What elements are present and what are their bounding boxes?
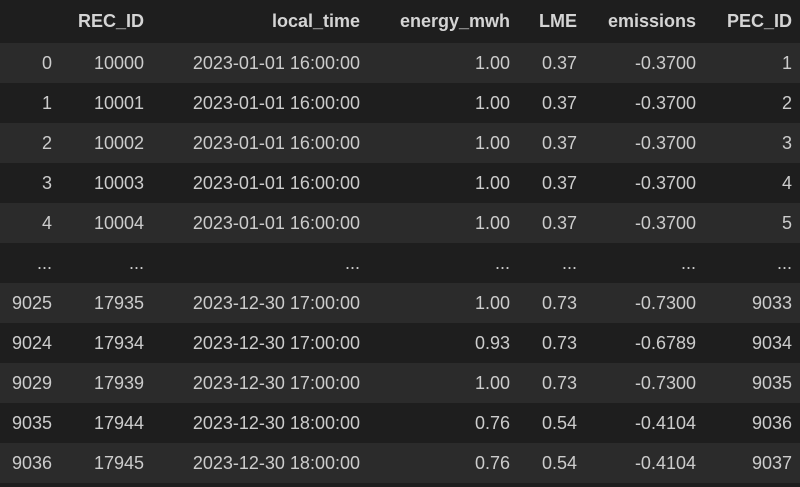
- energy-mwh-cell: 0.76: [474, 412, 510, 433]
- lme-cell: 0.54: [541, 412, 577, 433]
- row-index: ...: [36, 252, 52, 273]
- lme-cell: 0.73: [541, 372, 577, 393]
- emissions-cell: -0.6789: [634, 332, 696, 353]
- rec-id-cell: 10004: [93, 212, 144, 233]
- emissions-cell: -0.7300: [634, 372, 696, 393]
- row-index: 9024: [11, 332, 52, 353]
- energy-mwh-cell: 1.00: [474, 292, 510, 313]
- local-time-cell: 2023-12-30 17:00:00: [192, 372, 360, 393]
- energy-mwh-cell: 0.93: [474, 332, 510, 353]
- rec-id-cell: 17935: [93, 292, 144, 313]
- local-time-cell: ...: [344, 252, 360, 273]
- energy-mwh-cell: 0.76: [474, 452, 510, 473]
- pec-id-cell: 9035: [751, 372, 792, 393]
- rec-id-cell: 10001: [93, 92, 144, 113]
- row-index: 9025: [11, 292, 52, 313]
- local-time-cell: 2023-12-30 17:00:00: [192, 292, 360, 313]
- pec-id-cell: ...: [776, 252, 792, 273]
- pec-id-cell: 3: [781, 132, 792, 153]
- column-header-lme: LME: [539, 11, 577, 31]
- row-index: 9036: [11, 452, 52, 473]
- local-time-cell: 2023-01-01 16:00:00: [192, 212, 360, 233]
- rec-id-cell: 10003: [93, 172, 144, 193]
- lme-cell: 0.73: [541, 292, 577, 313]
- column-header-pec-id: PEC_ID: [726, 11, 792, 31]
- rec-id-cell: 10002: [93, 132, 144, 153]
- lme-cell: 0.37: [541, 52, 577, 73]
- lme-cell: 0.37: [541, 92, 577, 113]
- pec-id-cell: 1: [781, 52, 792, 73]
- pec-id-cell: 5: [781, 212, 792, 233]
- emissions-cell: -0.3700: [634, 172, 696, 193]
- table-row: 2 10002 2023-01-01 16:00:00 1.00 0.37 -0.3700…: [0, 123, 800, 163]
- pec-id-cell: 9034: [751, 332, 792, 353]
- table-row: .....................: [0, 243, 800, 283]
- local-time-cell: 2023-01-01 16:00:00: [192, 92, 360, 113]
- energy-mwh-cell: 1.00: [474, 172, 510, 193]
- local-time-cell: 2023-12-30 18:00:00: [192, 412, 360, 433]
- column-header-emissions: emissions: [607, 11, 696, 31]
- pec-id-cell: 9036: [751, 412, 792, 433]
- row-index: 2: [41, 132, 52, 153]
- pec-id-cell: 2: [781, 92, 792, 113]
- rec-id-cell: 17945: [93, 452, 144, 473]
- lme-cell: 0.73: [541, 332, 577, 353]
- energy-mwh-cell: ...: [494, 252, 510, 273]
- column-header-local-time: local_time: [271, 11, 360, 31]
- index-header: [0, 0, 60, 43]
- local-time-cell: 2023-01-01 16:00:00: [192, 172, 360, 193]
- rec-id-cell: 10000: [93, 52, 144, 73]
- emissions-cell: -0.7300: [634, 292, 696, 313]
- emissions-cell: -0.3700: [634, 92, 696, 113]
- emissions-cell: ...: [680, 252, 696, 273]
- local-time-cell: 2023-01-01 16:00:00: [192, 132, 360, 153]
- emissions-cell: -0.3700: [634, 132, 696, 153]
- energy-mwh-cell: 1.00: [474, 92, 510, 113]
- table-row: 1 10001 2023-01-01 16:00:00 1.00 0.37 -0.3700…: [0, 83, 800, 123]
- table-header: REC_ID local_time energy_mwh LME emissio…: [0, 0, 800, 43]
- row-index: 0: [41, 52, 52, 73]
- emissions-cell: -0.3700: [634, 52, 696, 73]
- local-time-cell: 2023-12-30 18:00:00: [192, 452, 360, 473]
- energy-mwh-cell: 1.00: [474, 212, 510, 233]
- pec-id-cell: 9037: [751, 452, 792, 473]
- emissions-cell: -0.4104: [634, 412, 696, 433]
- lme-cell: 0.37: [541, 212, 577, 233]
- local-time-cell: 2023-12-30 17:00:00: [192, 332, 360, 353]
- energy-mwh-cell: 1.00: [474, 372, 510, 393]
- row-index: 9035: [11, 412, 52, 433]
- emissions-cell: -0.4104: [634, 452, 696, 473]
- energy-mwh-cell: 1.00: [474, 132, 510, 153]
- table-row: 9036 17945 2023-12-30 18:00:00 0.76 0.54 -0.4…: [0, 443, 800, 483]
- column-header-energy-mwh: energy_mwh: [399, 11, 510, 31]
- rec-id-cell: 17944: [93, 412, 144, 433]
- table-row: 9025 17935 2023-12-30 17:00:00 1.00 0.73 -0.7…: [0, 283, 800, 323]
- pec-id-cell: 9033: [751, 292, 792, 313]
- emissions-cell: -0.3700: [634, 212, 696, 233]
- pec-id-cell: 4: [781, 172, 792, 193]
- row-index: 3: [41, 172, 52, 193]
- table-row: 9035 17944 2023-12-30 18:00:00 0.76 0.54 -0.4…: [0, 403, 800, 443]
- rec-id-cell: 17934: [93, 332, 144, 353]
- table-row: 0 10000 2023-01-01 16:00:00 1.00 0.37 -0.3700…: [0, 43, 800, 83]
- row-index: 9029: [11, 372, 52, 393]
- column-header-rec-id: REC_ID: [77, 11, 144, 31]
- table-row: 4 10004 2023-01-01 16:00:00 1.00 0.37 -0.3700…: [0, 203, 800, 243]
- energy-mwh-cell: 1.00: [474, 52, 510, 73]
- table-row: 9029 17939 2023-12-30 17:00:00 1.00 0.73 -0.7…: [0, 363, 800, 403]
- row-index: 1: [41, 92, 52, 113]
- header-row: REC_ID local_time energy_mwh LME emissio…: [0, 0, 800, 43]
- lme-cell: 0.37: [541, 172, 577, 193]
- lme-cell: 0.37: [541, 132, 577, 153]
- local-time-cell: 2023-01-01 16:00:00: [192, 52, 360, 73]
- lme-cell: ...: [561, 252, 577, 273]
- row-index: 4: [41, 212, 52, 233]
- table-body: 0 10000 2023-01-01 16:00:00 1.00 0.37 -0.3700…: [0, 43, 800, 483]
- table-row: 3 10003 2023-01-01 16:00:00 1.00 0.37 -0.3700…: [0, 163, 800, 203]
- table-row: 9024 17934 2023-12-30 17:00:00 0.93 0.73 -0.6…: [0, 323, 800, 363]
- rec-id-cell: 17939: [93, 372, 144, 393]
- lme-cell: 0.54: [541, 452, 577, 473]
- rec-id-cell: ...: [128, 252, 144, 273]
